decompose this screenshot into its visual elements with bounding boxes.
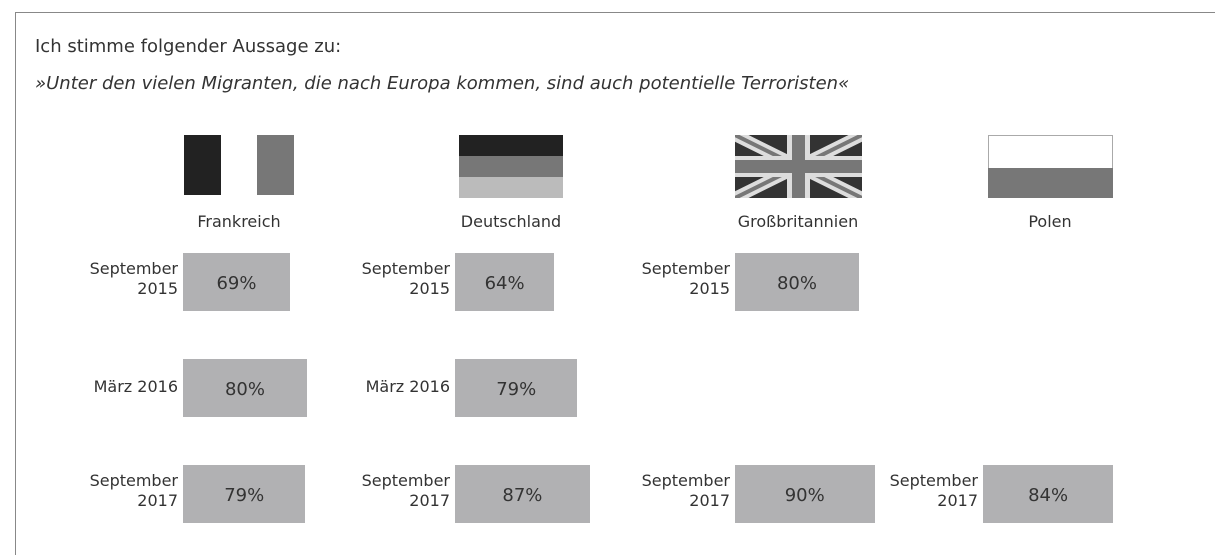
bar	[183, 253, 290, 311]
bar	[455, 465, 590, 523]
subtitle: »Unter den vielen Migranten, die nach Eu…	[35, 73, 850, 94]
title: Ich stimme folgender Aussage zu:	[35, 36, 342, 57]
bar	[183, 465, 306, 523]
flag-france	[184, 135, 294, 195]
category-label: September 2015	[89, 259, 178, 298]
bar	[735, 253, 859, 311]
country-label: Großbritannien	[737, 212, 859, 231]
value-label: 87%	[502, 485, 543, 506]
category-label: März 2016	[365, 377, 450, 396]
bar	[735, 465, 875, 523]
category-label: September 2017	[361, 471, 450, 510]
value-label: 84%	[1028, 485, 1069, 506]
bar	[983, 465, 1114, 523]
category-label: September 2015	[361, 259, 450, 298]
country-label: Polen	[1028, 212, 1072, 231]
value-label: 80%	[224, 379, 265, 400]
flag-uk	[735, 135, 862, 198]
category-label: September 2015	[641, 259, 730, 298]
category-label: September 2017	[89, 471, 178, 510]
bar	[455, 253, 555, 311]
category-label: März 2016	[93, 377, 178, 396]
flag-poland	[988, 135, 1113, 198]
value-label: 69%	[216, 273, 257, 294]
frame	[15, 12, 1215, 555]
value-label: 64%	[484, 273, 525, 294]
bar	[183, 359, 307, 417]
value-label: 90%	[784, 485, 825, 506]
country-label: Frankreich	[197, 212, 281, 231]
value-label: 79%	[224, 485, 265, 506]
bar	[455, 359, 578, 417]
value-label: 79%	[496, 379, 537, 400]
flag-germany	[459, 135, 563, 198]
value-label: 80%	[776, 273, 817, 294]
category-label: September 2017	[641, 471, 730, 510]
country-label: Deutschland	[460, 212, 562, 231]
category-label: September 2017	[889, 471, 978, 510]
